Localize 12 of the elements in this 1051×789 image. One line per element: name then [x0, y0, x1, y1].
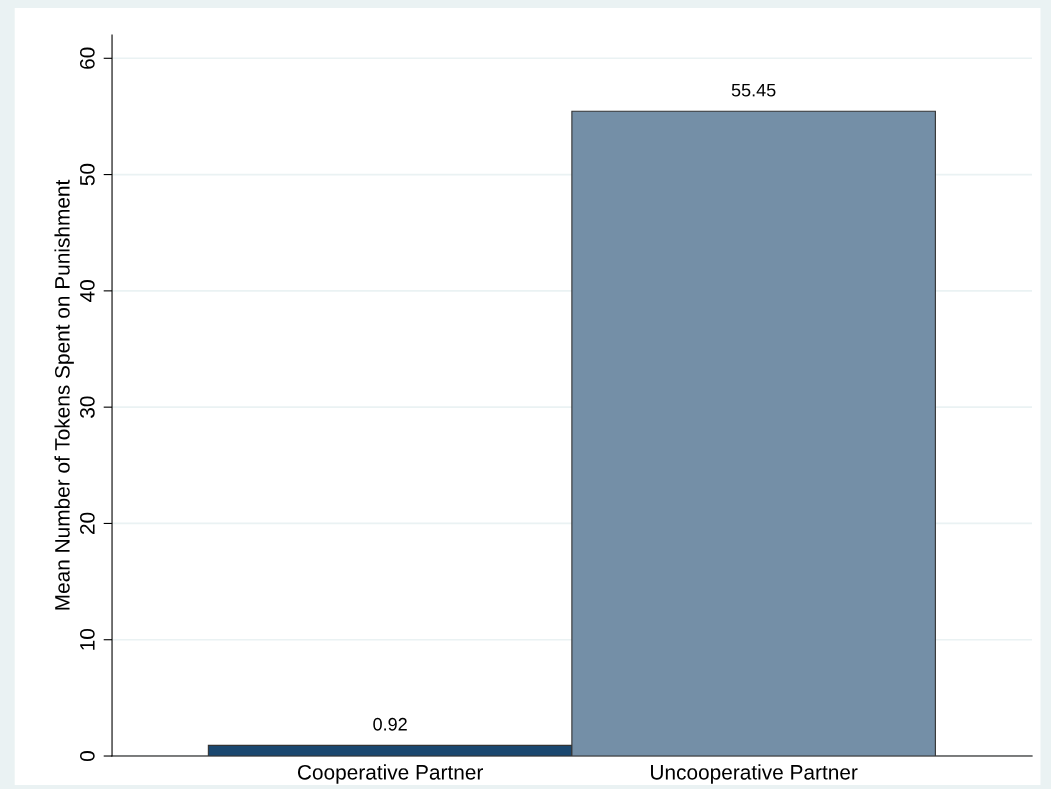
y-tick-label: 50 [79, 163, 95, 186]
y-tick-label: 0 [79, 751, 95, 761]
x-tick-label: Uncooperative Partner [651, 764, 858, 784]
y-tick-label: 20 [79, 512, 95, 534]
y-axis-title: Mean Number of Tokens Spent on Punishment [54, 179, 74, 610]
y-tick-label: 60 [79, 47, 95, 69]
data-label: 0.92 [373, 717, 407, 731]
data-label: 55.45 [731, 83, 776, 97]
y-tick-label: 10 [79, 628, 95, 650]
y-tick-label: 30 [79, 396, 95, 418]
x-tick-label: Cooperative Partner [297, 764, 483, 784]
y-tick-label: 40 [79, 280, 95, 302]
